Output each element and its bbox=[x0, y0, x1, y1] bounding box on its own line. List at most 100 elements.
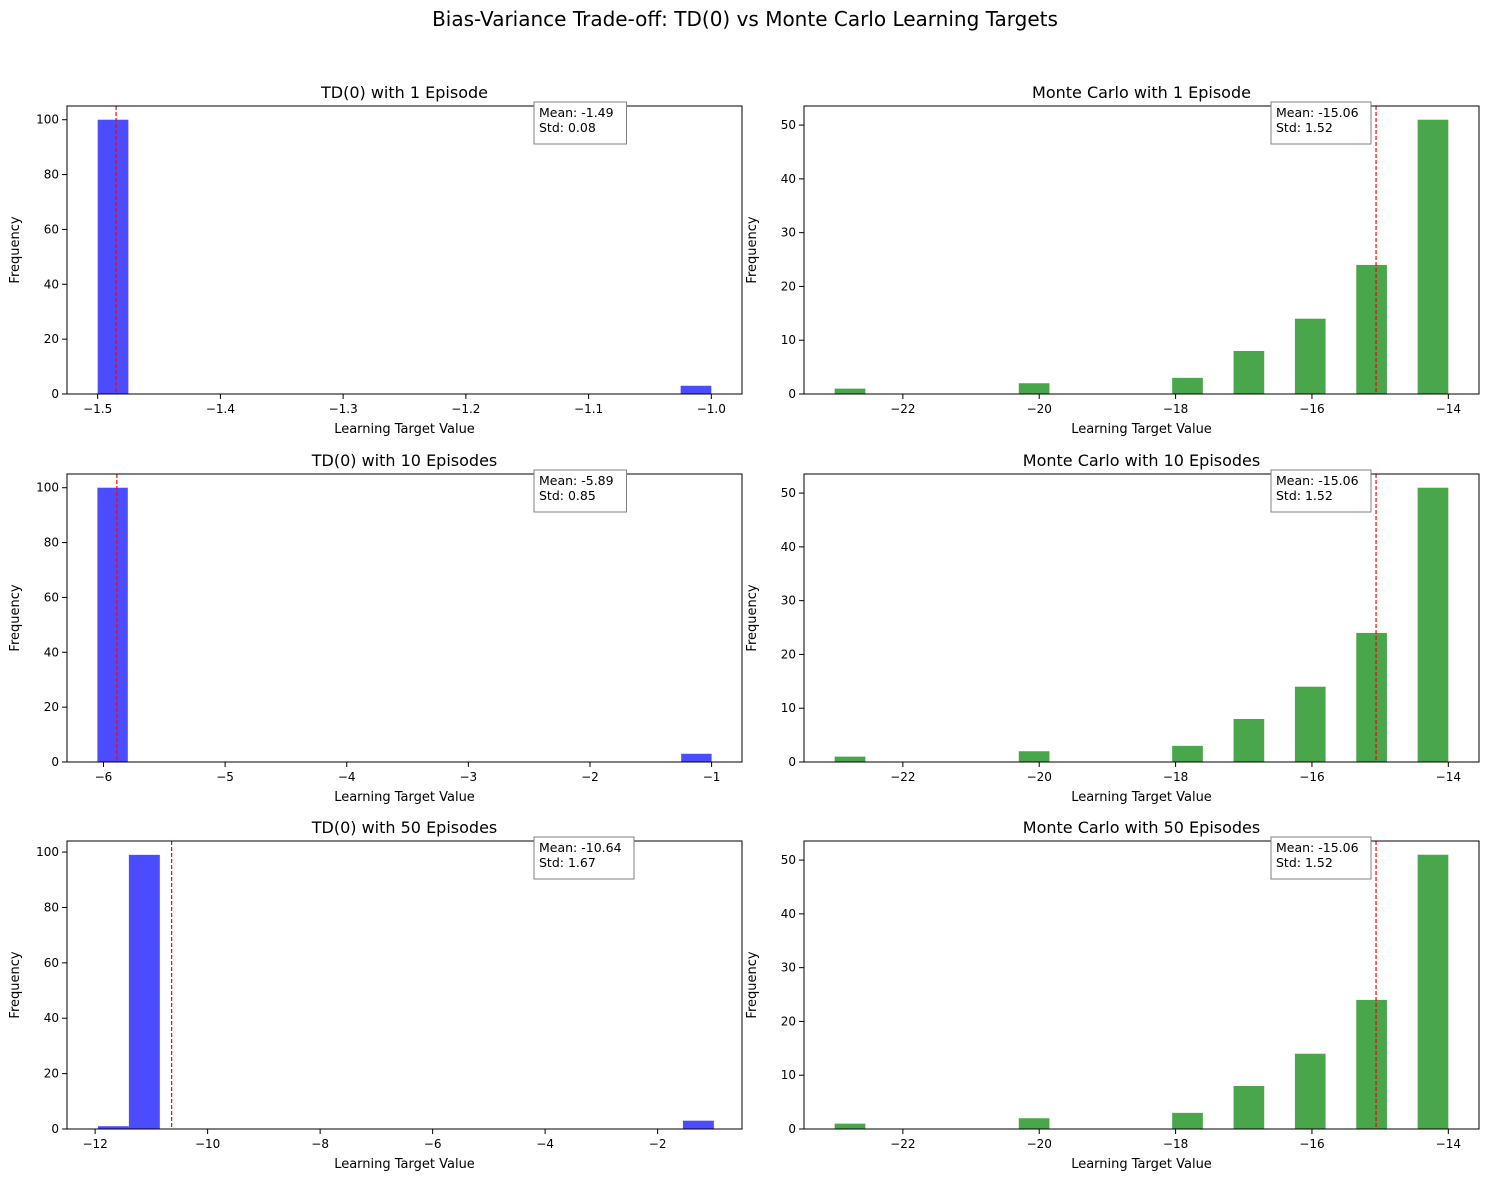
x-axis-label: Learning Target Value bbox=[334, 790, 475, 805]
histogram-bar bbox=[1233, 350, 1265, 394]
x-tick-label: −3 bbox=[459, 770, 477, 784]
histogram-bar bbox=[1356, 632, 1387, 762]
y-tick-label: 20 bbox=[44, 1067, 59, 1081]
y-tick-label: 10 bbox=[781, 333, 796, 347]
histogram-bar bbox=[1018, 383, 1050, 394]
plot-frame bbox=[803, 473, 1480, 763]
histogram-bar bbox=[1356, 999, 1387, 1129]
y-tick-label: 30 bbox=[781, 226, 796, 240]
y-tick-label: 50 bbox=[781, 486, 796, 500]
y-tick-label: 20 bbox=[44, 332, 59, 346]
subplot: −22 −20 −18 −16 −14 0 10 20 30 40 50 Monte Carlo wi… bbox=[745, 83, 1480, 437]
stats-box bbox=[533, 469, 627, 513]
y-tick-label: 30 bbox=[781, 961, 796, 975]
histogram-bar bbox=[1233, 1085, 1265, 1129]
figure-title: Bias-Variance Trade-off: TD(0) vs Monte … bbox=[432, 7, 1058, 31]
x-tick-label: −6 bbox=[95, 770, 113, 784]
stats-text: Mean: -15.06 bbox=[1276, 105, 1359, 120]
y-tick-label: 20 bbox=[781, 1014, 796, 1028]
x-tick-label: −16 bbox=[1299, 402, 1324, 416]
subplot-title: TD(0) with 10 Episodes bbox=[311, 451, 498, 470]
x-tick-label: −22 bbox=[890, 402, 915, 416]
y-tick-label: 40 bbox=[781, 540, 796, 554]
x-tick-label: −16 bbox=[1299, 1137, 1324, 1151]
x-tick-label: −20 bbox=[1027, 1137, 1052, 1151]
y-tick-label: 0 bbox=[788, 755, 796, 769]
y-axis-label: Frequency bbox=[8, 951, 23, 1018]
x-tick-label: −1.4 bbox=[206, 402, 235, 416]
histogram-bar bbox=[1018, 751, 1050, 762]
x-tick-label: −1.5 bbox=[83, 402, 112, 416]
y-tick-label: 100 bbox=[36, 845, 59, 859]
x-tick-label: −10 bbox=[195, 1137, 220, 1151]
y-tick-label: 20 bbox=[781, 647, 796, 661]
y-tick-label: 40 bbox=[44, 645, 59, 659]
histogram-bar bbox=[1356, 264, 1387, 394]
y-tick-label: 0 bbox=[51, 387, 59, 401]
y-axis-label: Frequency bbox=[745, 584, 760, 651]
histogram-bar bbox=[682, 1120, 714, 1129]
y-tick-label: 50 bbox=[781, 853, 796, 867]
x-tick-label: −14 bbox=[1436, 770, 1461, 784]
subplot: −22 −20 −18 −16 −14 0 10 20 30 40 50 Monte Carlo wi… bbox=[745, 818, 1480, 1172]
histogram-bar bbox=[834, 1123, 866, 1129]
y-tick-label: 40 bbox=[781, 907, 796, 921]
x-axis-label: Learning Target Value bbox=[334, 1157, 475, 1172]
y-tick-label: 20 bbox=[44, 700, 59, 714]
y-tick-label: 100 bbox=[36, 113, 59, 127]
plot-frame bbox=[66, 473, 743, 763]
histogram-bar bbox=[1417, 119, 1449, 394]
stats-text: Mean: -1.49 bbox=[539, 105, 614, 120]
y-tick-label: 100 bbox=[36, 481, 59, 495]
x-axis-label: Learning Target Value bbox=[1071, 790, 1212, 805]
stats-text: Std: 0.08 bbox=[539, 120, 596, 135]
subplot: −1.5 −1.4 −1.3 −1.2 −1.1 −1.0 0 20 40 60 80 100 TD(0… bbox=[8, 83, 743, 437]
x-tick-label: −16 bbox=[1299, 770, 1324, 784]
y-tick-label: 40 bbox=[44, 277, 59, 291]
y-axis-label: Frequency bbox=[745, 951, 760, 1018]
y-axis-label: Frequency bbox=[8, 584, 23, 651]
histogram-bar bbox=[1417, 487, 1449, 762]
x-tick-label: −12 bbox=[82, 1137, 107, 1151]
stats-text: Mean: -15.06 bbox=[1276, 473, 1359, 488]
y-tick-label: 40 bbox=[781, 172, 796, 186]
histogram-bar bbox=[681, 753, 712, 762]
x-tick-label: −4 bbox=[338, 770, 356, 784]
x-tick-label: −22 bbox=[890, 1137, 915, 1151]
histogram-bar bbox=[1294, 686, 1326, 762]
subplot-title: Monte Carlo with 50 Episodes bbox=[1023, 818, 1260, 837]
histogram-bar bbox=[128, 854, 160, 1129]
subplot-title: TD(0) with 1 Episode bbox=[320, 83, 488, 102]
x-tick-label: −20 bbox=[1027, 770, 1052, 784]
x-tick-label: −18 bbox=[1163, 770, 1188, 784]
plot-frame bbox=[803, 840, 1480, 1130]
histogram-bar bbox=[834, 388, 866, 394]
x-tick-label: −6 bbox=[424, 1137, 442, 1151]
histogram-bar bbox=[1172, 1112, 1203, 1129]
histogram-bar bbox=[1233, 718, 1265, 762]
stats-text: Mean: -10.64 bbox=[539, 840, 622, 855]
stats-box bbox=[1270, 836, 1372, 880]
x-tick-label: −2 bbox=[581, 770, 599, 784]
y-tick-label: 80 bbox=[44, 900, 59, 914]
histogram-bar bbox=[97, 119, 129, 394]
plot-frame bbox=[803, 105, 1480, 395]
histogram-bar bbox=[1417, 854, 1449, 1129]
x-tick-label: −18 bbox=[1163, 402, 1188, 416]
y-tick-label: 60 bbox=[44, 590, 59, 604]
subplot-grid: −1.5 −1.4 −1.3 −1.2 −1.1 −1.0020406080100TD(0… bbox=[8, 83, 1480, 1172]
histogram-bar bbox=[1172, 377, 1203, 394]
x-tick-label: −18 bbox=[1163, 1137, 1188, 1151]
histogram-bar bbox=[1172, 745, 1203, 762]
y-tick-label: 60 bbox=[44, 956, 59, 970]
stats-text: Std: 1.52 bbox=[1276, 120, 1333, 135]
x-tick-label: −22 bbox=[890, 770, 915, 784]
x-axis-label: Learning Target Value bbox=[1071, 422, 1212, 437]
subplot: −22 −20 −18 −16 −14 0 10 20 30 40 50 Monte Carlo wi… bbox=[745, 451, 1480, 805]
stats-text: Mean: -15.06 bbox=[1276, 840, 1359, 855]
y-tick-label: 0 bbox=[788, 1122, 796, 1136]
y-axis-label: Frequency bbox=[745, 216, 760, 283]
x-tick-label: −4 bbox=[536, 1137, 554, 1151]
histogram-bar bbox=[97, 1126, 129, 1129]
